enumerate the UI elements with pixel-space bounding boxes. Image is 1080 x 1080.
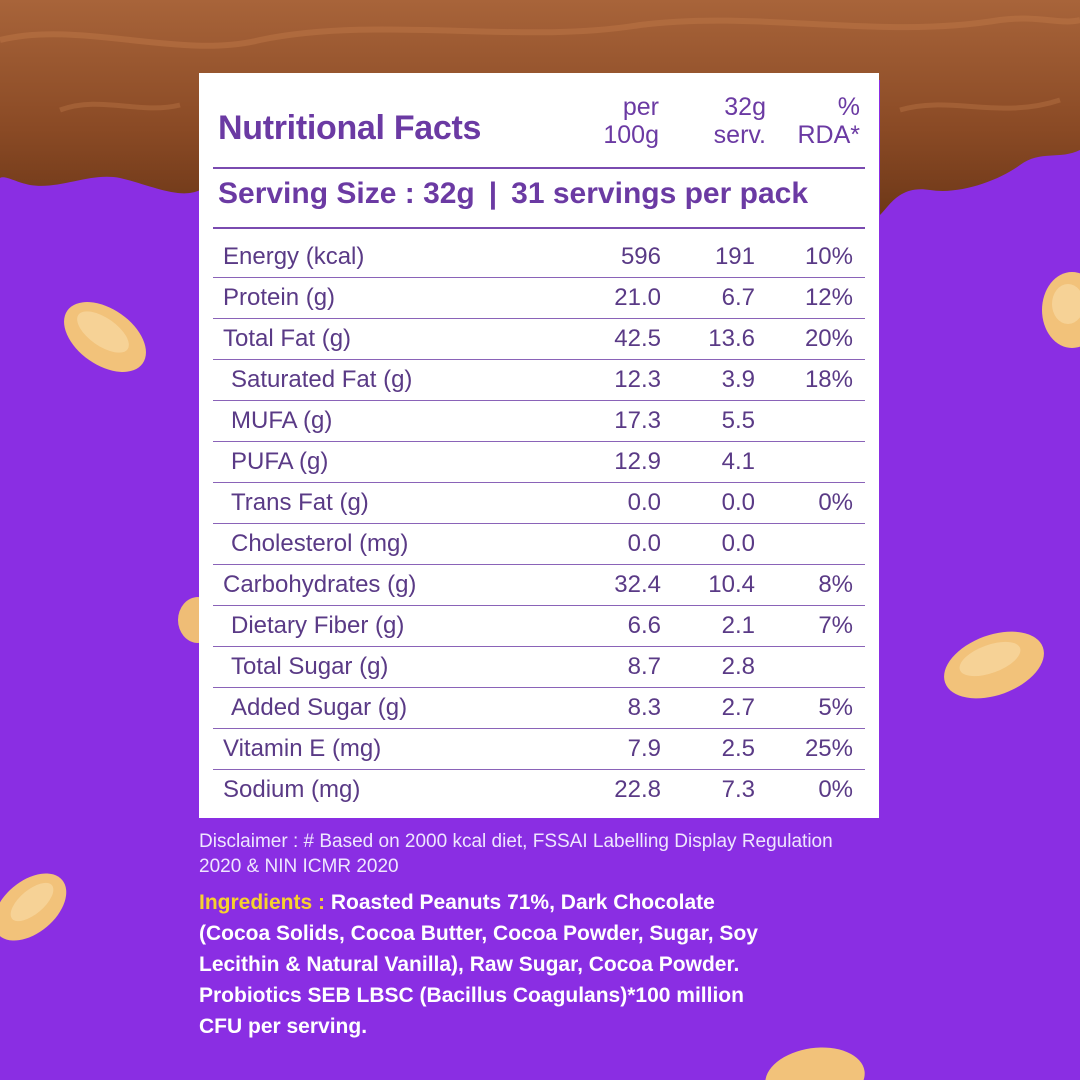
table-row: Saturated Fat (g) 12.3 3.9 18% — [213, 360, 865, 401]
serving-separator: | — [488, 177, 498, 210]
nutrient-label: MUFA (g) — [231, 407, 333, 434]
nutrient-label: Energy (kcal) — [223, 243, 365, 270]
value-per-100g: 6.6 — [627, 612, 661, 639]
peanut-image — [765, 1047, 865, 1080]
table-row: Added Sugar (g) 8.3 2.7 5% — [213, 688, 865, 729]
value-per-serving: 13.6 — [708, 325, 755, 352]
chocolate-drip-image — [0, 0, 1080, 215]
column-header-per-100g: per 100g — [603, 93, 659, 149]
value-per-100g: 8.3 — [627, 694, 661, 721]
value-per-100g: 12.3 — [614, 366, 661, 393]
value-per-100g: 7.9 — [627, 735, 661, 762]
column-header-rda: % RDA* — [797, 93, 860, 149]
peanut-image — [64, 302, 146, 372]
value-per-serving: 2.8 — [721, 653, 755, 680]
peanut-image — [1042, 272, 1080, 348]
table-row: MUFA (g) 17.3 5.5 — [213, 401, 865, 442]
nutrient-rows: Energy (kcal) 596 191 10% Protein (g) 21.0 6.7… — [213, 237, 865, 810]
peanut-image — [944, 631, 1044, 699]
table-header: Nutritional Facts per 100g 32g serv. % R… — [218, 93, 860, 153]
table-row: PUFA (g) 12.9 4.1 — [213, 442, 865, 483]
nutrient-label: Vitamin E (mg) — [223, 735, 382, 762]
nutrition-facts-panel: Nutritional Facts per 100g 32g serv. % R… — [199, 73, 879, 818]
nutrient-label: Saturated Fat (g) — [231, 366, 413, 393]
nutrient-label: Dietary Fiber (g) — [231, 612, 405, 639]
value-per-100g: 8.7 — [627, 653, 661, 680]
servings-per-pack: 31 servings per pack — [511, 177, 809, 210]
value-rda: 0% — [818, 776, 853, 803]
table-row: Protein (g) 21.0 6.7 12% — [213, 278, 865, 319]
nutrient-label: Protein (g) — [223, 284, 336, 311]
value-per-serving: 3.9 — [721, 366, 755, 393]
column-header-per-serving: 32g serv. — [713, 93, 766, 149]
value-per-serving: 5.5 — [721, 407, 755, 434]
value-per-serving: 6.7 — [721, 284, 755, 311]
ingredients-label: Ingredients : — [199, 891, 326, 914]
value-per-100g: 22.8 — [614, 776, 661, 803]
value-per-serving: 0.0 — [721, 489, 755, 516]
value-per-serving: 191 — [714, 243, 755, 270]
value-rda: 0% — [818, 489, 853, 516]
value-rda: 7% — [818, 612, 853, 639]
table-row: Sodium (mg) 22.8 7.3 0% — [213, 770, 865, 810]
value-rda: 18% — [804, 366, 853, 393]
nutrient-label: PUFA (g) — [231, 448, 329, 475]
table-row: Energy (kcal) 596 191 10% — [213, 237, 865, 278]
value-per-100g: 12.9 — [614, 448, 661, 475]
value-rda: 8% — [818, 571, 853, 598]
table-row: Total Sugar (g) 8.7 2.8 — [213, 647, 865, 688]
value-per-serving: 2.5 — [721, 735, 755, 762]
value-rda: 12% — [804, 284, 853, 311]
value-per-100g: 0.0 — [627, 489, 661, 516]
ingredients-list: Roasted Peanuts 71%, Dark Chocolate (Coc… — [199, 891, 758, 1038]
value-per-serving: 4.1 — [721, 448, 755, 475]
panel-title: Nutritional Facts — [218, 109, 482, 147]
ingredients-text: Ingredients : Roasted Peanuts 71%, Dark … — [199, 887, 779, 1042]
peanut-image — [0, 873, 67, 941]
value-per-serving: 2.1 — [721, 612, 755, 639]
value-per-100g: 17.3 — [614, 407, 661, 434]
value-per-serving: 0.0 — [721, 530, 755, 557]
value-per-serving: 7.3 — [721, 776, 755, 803]
peanut-image — [178, 597, 204, 643]
value-rda: 5% — [818, 694, 853, 721]
nutrient-label: Added Sugar (g) — [231, 694, 408, 721]
value-per-100g: 32.4 — [614, 571, 661, 598]
serving-size-line: Serving Size : 32g | 31 servings per pack — [218, 177, 860, 211]
table-row: Cholesterol (mg) 0.0 0.0 — [213, 524, 865, 565]
nutrient-label: Total Fat (g) — [223, 325, 352, 352]
nutrient-label: Cholesterol (mg) — [231, 530, 409, 557]
table-row: Vitamin E (mg) 7.9 2.5 25% — [213, 729, 865, 770]
nutrient-label: Trans Fat (g) — [231, 489, 369, 516]
nutrient-label: Sodium (mg) — [223, 776, 361, 803]
serving-size: Serving Size : 32g — [218, 177, 475, 210]
value-rda: 20% — [804, 325, 853, 352]
value-per-100g: 0.0 — [627, 530, 661, 557]
value-rda: 10% — [804, 243, 853, 270]
value-per-100g: 42.5 — [614, 325, 661, 352]
value-per-serving: 10.4 — [708, 571, 755, 598]
disclaimer-text: Disclaimer : # Based on 2000 kcal diet, … — [199, 831, 833, 877]
value-rda: 25% — [804, 735, 853, 762]
value-per-100g: 21.0 — [614, 284, 661, 311]
value-per-serving: 2.7 — [721, 694, 755, 721]
table-row: Carbohydrates (g) 32.4 10.4 8% — [213, 565, 865, 606]
divider — [213, 167, 865, 169]
table-row: Trans Fat (g) 0.0 0.0 0% — [213, 483, 865, 524]
value-per-100g: 596 — [620, 243, 661, 270]
table-row: Dietary Fiber (g) 6.6 2.1 7% — [213, 606, 865, 647]
divider — [213, 227, 865, 229]
nutrient-label: Total Sugar (g) — [231, 653, 389, 680]
nutrient-label: Carbohydrates (g) — [223, 571, 417, 598]
table-row: Total Fat (g) 42.5 13.6 20% — [213, 319, 865, 360]
